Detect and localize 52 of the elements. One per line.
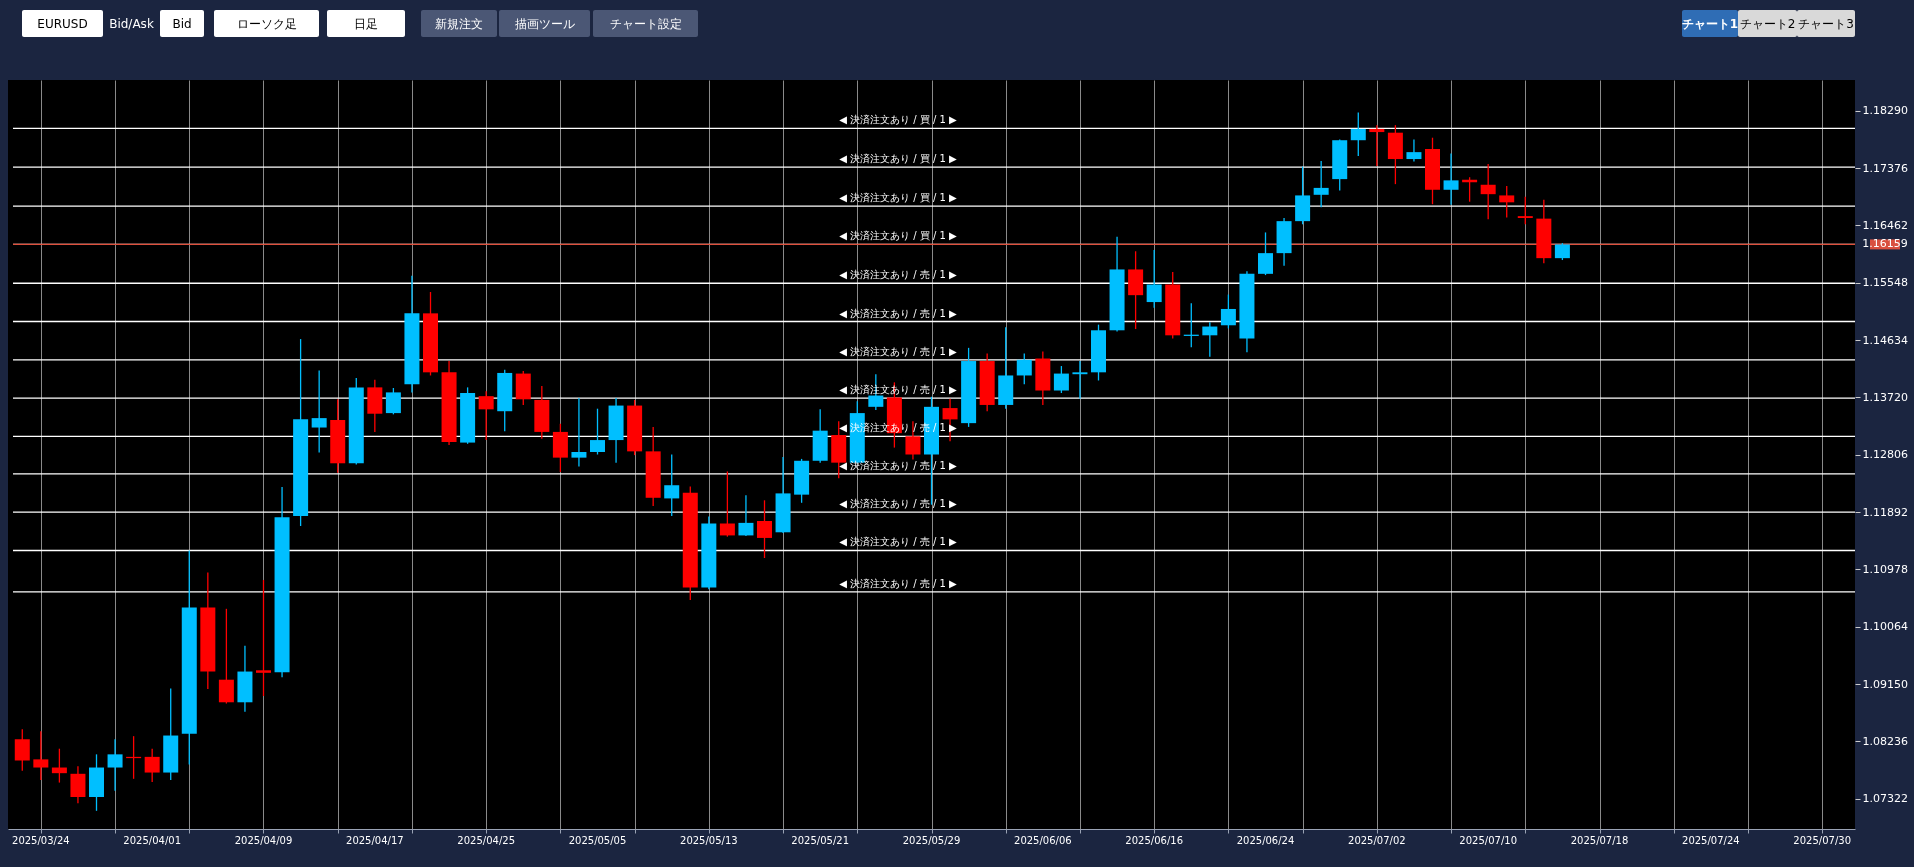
ref-line-label: ◀ 決済注文あり / 売 / 1 ▶	[839, 459, 958, 471]
y-tick-label: 1.10064	[1862, 620, 1908, 634]
y-tick-label: 1.11892	[1862, 505, 1908, 519]
text: Bid/Ask	[109, 17, 154, 31]
y-tick-label: 1.08236	[1862, 734, 1908, 748]
x-tick-label: 2025/04/09	[234, 835, 293, 846]
x-tick-label: 2025/05/21	[791, 835, 849, 846]
text: 描画ツール	[514, 17, 575, 31]
x-tick-label: 2025/06/16	[1125, 835, 1183, 846]
y-tick-label: 1.16462	[1862, 218, 1908, 232]
text: Bid	[172, 17, 192, 31]
ref-line-label: ◀ 決済注文あり / 買 / 1 ▶	[839, 192, 958, 204]
ref-line-label: ◀ 決済注文あり / 売 / 1 ▶	[839, 536, 958, 548]
x-tick-label: 2025/05/13	[680, 835, 738, 846]
y-tick-label: 1.09150	[1862, 677, 1908, 691]
ref-line-label: ◀ 決済注文あり / 売 / 1 ▶	[839, 498, 958, 510]
ref-line-label: ◀ 決済注文あり / 売 / 1 ▶	[839, 577, 958, 589]
y-tick-label: 1.15548	[1862, 276, 1908, 290]
ref-line-label: ◀ 決済注文あり / 買 / 1 ▶	[839, 153, 958, 165]
y-tick-label: 1.17376	[1862, 161, 1908, 175]
x-tick-label: 2025/07/30	[1793, 835, 1851, 846]
x-tick-label: 2025/07/10	[1459, 835, 1517, 846]
text: 新規注文	[435, 17, 483, 31]
x-tick-label: 2025/05/05	[568, 835, 627, 846]
ref-line-label: ◀ 決済注文あり / 買 / 1 ▶	[839, 114, 958, 126]
y-tick-label: 1.18290	[1862, 104, 1908, 118]
y-tick-label: 1.14634	[1862, 333, 1908, 347]
x-tick-label: 2025/04/25	[457, 835, 515, 846]
y-tick-label: 1.07322	[1862, 792, 1908, 806]
x-tick-label: 2025/04/01	[123, 835, 181, 846]
text: EURUSD	[37, 17, 88, 31]
y-tick-label: 1.13720	[1862, 390, 1908, 404]
x-tick-label: 2025/05/29	[902, 835, 961, 846]
x-tick-label: 2025/07/18	[1570, 835, 1629, 846]
ref-line-label: ◀ 決済注文あり / 売 / 1 ▶	[839, 269, 958, 281]
ref-line-label: ◀ 決済注文あり / 売 / 1 ▶	[839, 307, 958, 319]
text: ローソク足	[236, 17, 297, 31]
x-tick-label: 2025/07/02	[1348, 835, 1406, 846]
x-tick-label: 2025/04/17	[346, 835, 404, 846]
text: チャート3	[1798, 17, 1854, 31]
ref-line-label: ◀ 決済注文あり / 売 / 1 ▶	[839, 345, 958, 357]
x-tick-label: 2025/06/06	[1014, 835, 1072, 846]
y-tick-label: 1.12806	[1862, 448, 1908, 462]
x-tick-label: 2025/03/24	[12, 835, 70, 846]
text: チャート1	[1681, 17, 1739, 31]
text: チャート設定	[609, 17, 682, 31]
text: 日足	[354, 17, 378, 31]
x-tick-label: 2025/06/24	[1236, 835, 1295, 846]
x-tick-label: 2025/07/24	[1682, 835, 1740, 846]
ref-line-label: ◀ 決済注文あり / 買 / 1 ▶	[839, 230, 958, 242]
y-tick-label: 1.10978	[1862, 562, 1908, 576]
text: チャート2	[1739, 17, 1796, 31]
